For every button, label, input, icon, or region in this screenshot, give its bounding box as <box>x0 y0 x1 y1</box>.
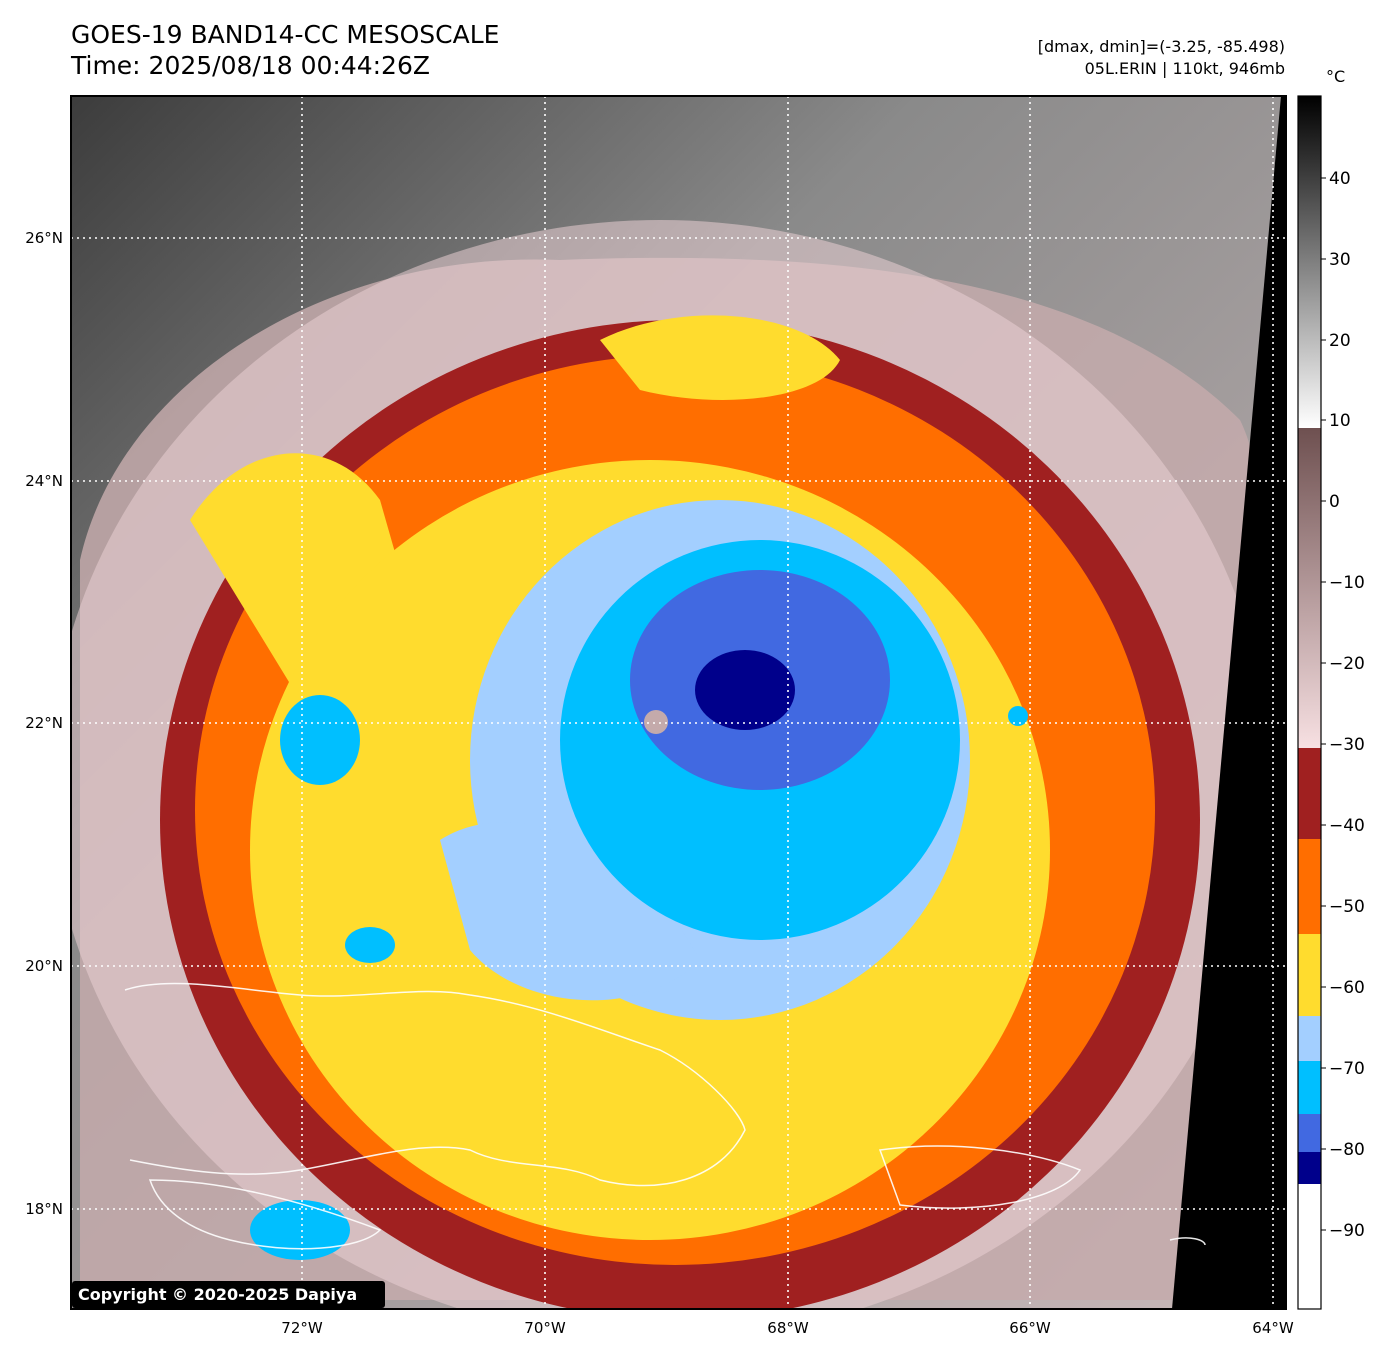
lon-label-66w: 66°W <box>1009 1319 1051 1337</box>
cb-label-20: 20 <box>1329 331 1351 351</box>
cb-label-minus30: −30 <box>1329 735 1365 755</box>
colorbar-ticks <box>1321 177 1326 1231</box>
cb-label-minus50: −50 <box>1329 897 1365 917</box>
cb-label-minus90: −90 <box>1329 1221 1365 1241</box>
lon-label-68w: 68°W <box>767 1319 809 1337</box>
colorbar-gray-segment <box>1298 96 1321 428</box>
colorbar-gold-segment <box>1298 934 1321 1016</box>
lat-label-18n: 18°N <box>25 1200 63 1218</box>
infrared-imagery <box>71 96 1286 1309</box>
colorbar-pink-segment <box>1298 428 1321 748</box>
colorbar-frame <box>1297 95 1322 1310</box>
lon-label-70w: 70°W <box>524 1319 566 1337</box>
lon-label-72w: 72°W <box>281 1319 323 1337</box>
colorbar-skyblue-segment <box>1298 1061 1321 1114</box>
colorbar-orange-segment <box>1298 839 1321 934</box>
lon-label-64w: 64°W <box>1252 1319 1294 1337</box>
gridlines <box>71 96 1286 1309</box>
cb-label-minus60: −60 <box>1329 978 1365 998</box>
colorbar-royalblue-segment <box>1298 1114 1321 1152</box>
cb-label-minus70: −70 <box>1329 1059 1365 1079</box>
colorbar-tick-labels: 40 30 20 10 0 −10 −20 −30 −40 −50 −60 −7… <box>1329 169 1365 1241</box>
colorbar-darkblue-segment <box>1298 1152 1321 1184</box>
colorbar-white-segment <box>1298 1184 1321 1309</box>
lat-label-24n: 24°N <box>25 472 63 490</box>
longitude-labels: 72°W 70°W 68°W 66°W 64°W <box>281 1319 1294 1337</box>
cb-label-minus80: −80 <box>1329 1140 1365 1160</box>
copyright-text: Copyright © 2020-2025 Dapiya <box>78 1285 357 1304</box>
colorbar-darkred-segment <box>1298 748 1321 839</box>
plot-title: GOES-19 BAND14-CC MESOSCALE <box>71 20 500 49</box>
map-frame <box>70 95 1287 1310</box>
data-range-text: [dmax, dmin]=(-3.25, -85.498) <box>1037 37 1285 56</box>
cb-label-30: 30 <box>1329 250 1351 270</box>
cb-label-40: 40 <box>1329 169 1351 189</box>
cb-label-minus20: −20 <box>1329 654 1365 674</box>
latitude-labels: 26°N 24°N 22°N 20°N 18°N <box>25 229 63 1218</box>
copyright-badge: Copyright © 2020-2025 Dapiya <box>72 1281 385 1308</box>
lat-label-20n: 20°N <box>25 957 63 975</box>
cb-label-minus40: −40 <box>1329 816 1365 836</box>
cb-label-minus10: −10 <box>1329 573 1365 593</box>
lat-label-26n: 26°N <box>25 229 63 247</box>
colorbar-lightblue-segment <box>1298 1016 1321 1061</box>
cb-label-0: 0 <box>1329 492 1340 512</box>
cb-label-10: 10 <box>1329 411 1351 431</box>
colorbar-unit: °C <box>1326 67 1346 86</box>
colorbar: 40 30 20 10 0 −10 −20 −30 −40 −50 −60 −7… <box>1297 95 1365 1310</box>
storm-info-text: 05L.ERIN | 110kt, 946mb <box>1084 59 1285 78</box>
plot-time: Time: 2025/08/18 00:44:26Z <box>71 51 430 80</box>
lat-label-22n: 22°N <box>25 714 63 732</box>
